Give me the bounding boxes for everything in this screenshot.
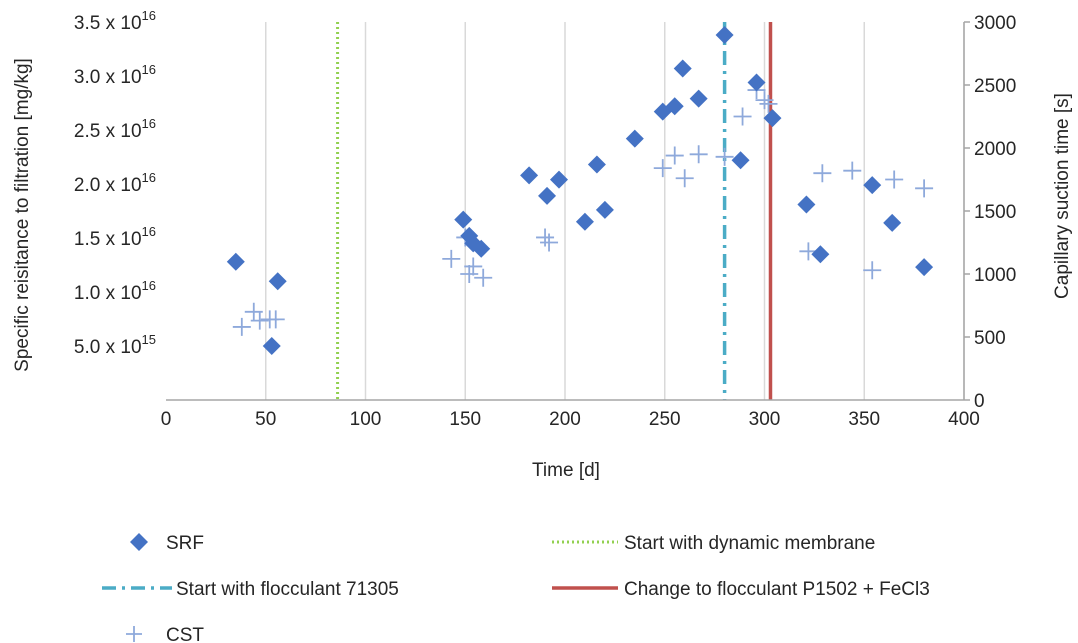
cst-point	[126, 626, 142, 642]
cst-point	[885, 170, 904, 189]
y-tick-label: 3.0 x 1016	[74, 62, 156, 88]
y-tick-label: 2.5 x 1016	[74, 116, 156, 142]
cst-point	[689, 145, 708, 164]
srf-point	[673, 59, 692, 78]
srf-point	[731, 151, 750, 170]
x-tick-label: 100	[350, 409, 382, 430]
srf-point	[130, 533, 148, 551]
srf-point	[268, 272, 287, 291]
x-tick-label: 300	[749, 409, 781, 430]
x-tick-label: 50	[255, 409, 276, 430]
cst-point	[733, 107, 752, 126]
srf-point	[226, 252, 245, 271]
x-tick-labels: 0 50 100 150 200 250 300 350 400	[161, 409, 980, 430]
srf-point	[262, 337, 281, 355]
y2-tick-label: 2500	[974, 76, 1016, 97]
legend-label: CST	[166, 625, 204, 643]
cst-point	[843, 161, 862, 180]
srf-point	[883, 213, 902, 232]
cst-point	[665, 146, 684, 165]
y-tick-label: 5.0 x 1015	[74, 332, 156, 358]
cst-point	[460, 265, 479, 283]
y-axis-title: Specific reisitance to filtration [mg/kg…	[12, 58, 33, 372]
srf-point	[763, 109, 782, 128]
srf-point	[665, 97, 684, 116]
y2-tick-label: 1000	[974, 265, 1016, 286]
cst-point	[759, 94, 778, 113]
x-tick-label: 0	[161, 409, 172, 430]
event-lines	[336, 22, 773, 400]
y2-tick-label: 1500	[974, 202, 1016, 223]
x-tick-label: 350	[848, 409, 880, 430]
srf-point	[575, 212, 594, 231]
y-tick-labels: 5.0 x 1015 1.0 x 1016 1.5 x 1016 2.0 x 1016…	[74, 8, 156, 358]
x-tick-label: 250	[649, 409, 681, 430]
legend-label: Start with flocculant 71305	[176, 579, 399, 600]
x-tick-label: 200	[549, 409, 581, 430]
gridlines	[265, 22, 965, 400]
y-tick-label: 1.0 x 1016	[74, 278, 156, 304]
cst-point	[755, 91, 774, 110]
cst-point	[715, 147, 734, 166]
y2-axis-title: Capillary suction time [s]	[1052, 93, 1073, 299]
axes	[166, 21, 970, 401]
cst-point	[464, 257, 483, 276]
y2-tick-labels: 0 500 1000 1500 2000 2500 3000	[974, 13, 1016, 412]
srf-point	[595, 200, 614, 219]
legend-label: SRF	[166, 533, 204, 554]
x-tick-label: 150	[449, 409, 481, 430]
y-tick-label: 3.5 x 1016	[74, 8, 156, 34]
x-tick-label: 400	[948, 409, 980, 430]
srf-point	[689, 89, 708, 108]
y2-tick-label: 0	[974, 391, 985, 412]
srf-point	[715, 25, 734, 44]
y-tick-label: 1.5 x 1016	[74, 224, 156, 250]
y-tick-label: 2.0 x 1016	[74, 170, 156, 196]
legend-label: Start with dynamic membrane	[624, 533, 875, 554]
srf-series	[226, 25, 934, 355]
y2-tick-label: 3000	[974, 13, 1016, 34]
cst-point	[675, 169, 694, 188]
srf-point	[797, 195, 816, 214]
y2-tick-label: 2000	[974, 139, 1016, 160]
cst-point	[232, 317, 251, 336]
legend-label: Change to flocculant P1502 + FeCl3	[624, 579, 930, 600]
srf-point	[587, 155, 606, 174]
cst-point	[442, 249, 461, 268]
srf-point	[625, 129, 644, 148]
srf-point	[538, 186, 557, 205]
srf-point	[747, 73, 766, 92]
srf-point	[811, 245, 830, 264]
cst-point	[540, 233, 559, 252]
cst-point	[536, 228, 555, 247]
srf-point	[472, 239, 491, 258]
cst-point	[250, 311, 269, 330]
srf-point	[863, 176, 882, 195]
cst-point	[266, 310, 285, 329]
cst-point	[813, 164, 832, 183]
srf-point	[915, 258, 934, 277]
cst-point	[915, 179, 934, 198]
cst-point	[474, 268, 493, 287]
cst-point	[653, 159, 672, 178]
legend: SRF CST Start with flocculant 71305 Start w…	[102, 533, 930, 643]
srf-point	[520, 166, 539, 185]
y2-tick-label: 500	[974, 328, 1006, 349]
cst-series	[232, 81, 934, 336]
x-axis-title: Time [d]	[532, 460, 600, 481]
cst-point	[863, 261, 882, 280]
srf-point	[454, 210, 473, 229]
srf-point	[550, 170, 569, 189]
